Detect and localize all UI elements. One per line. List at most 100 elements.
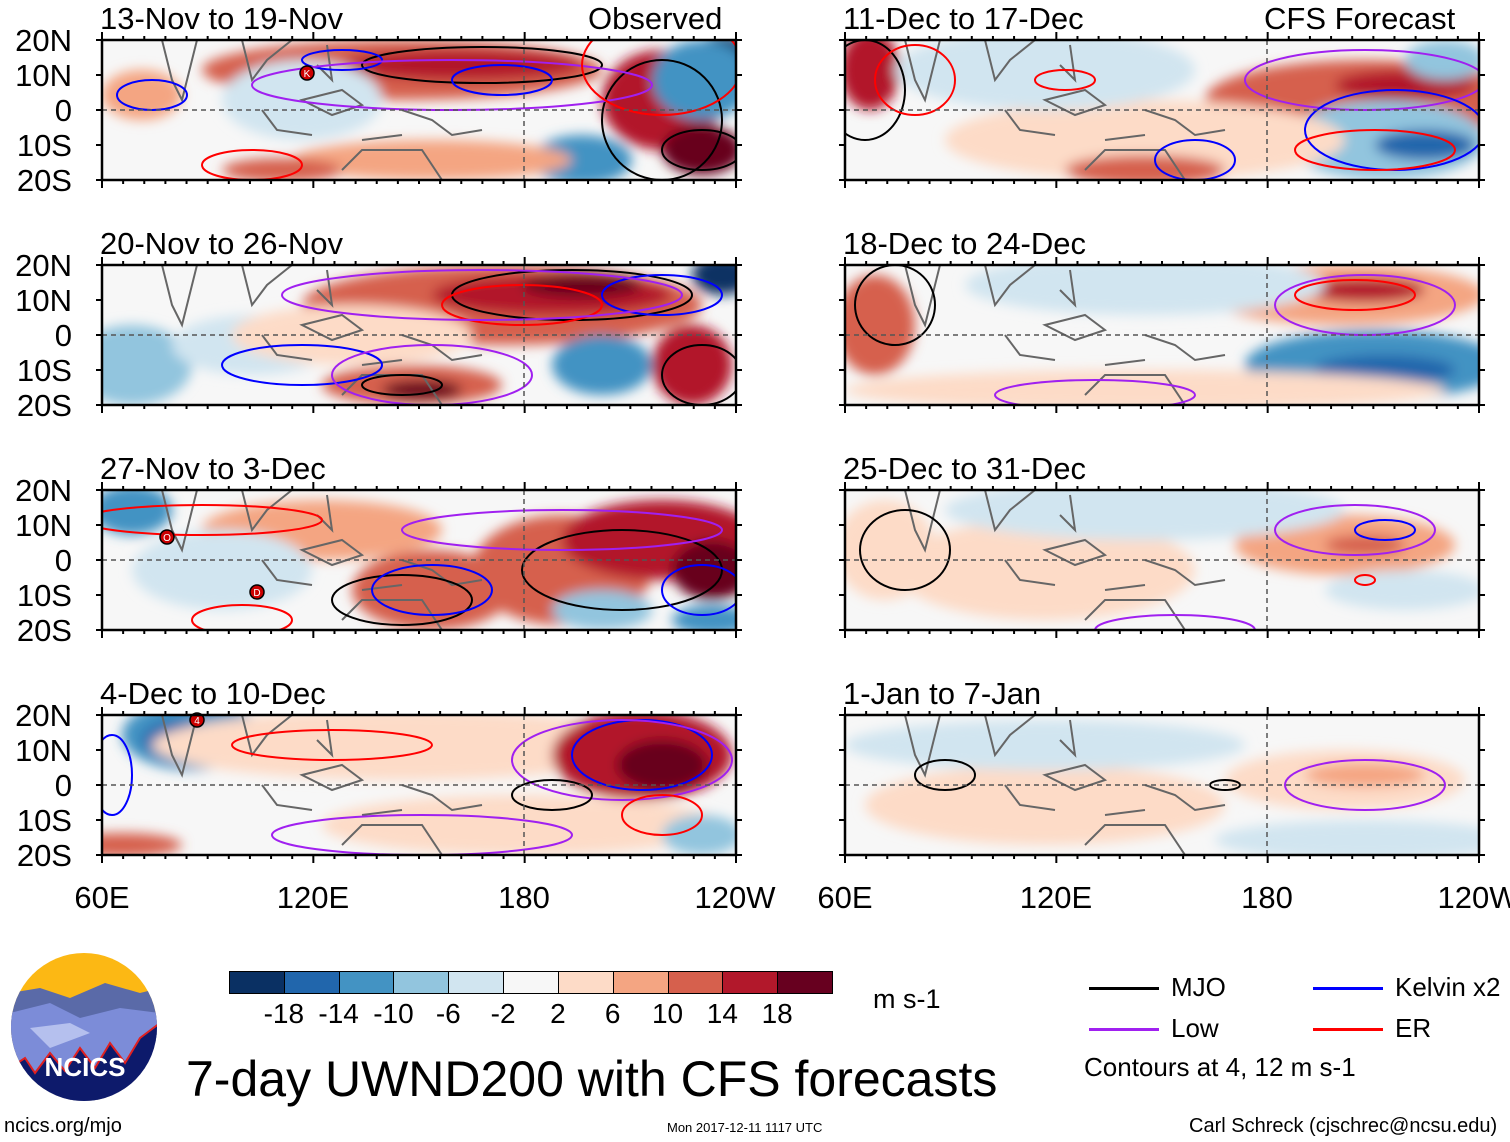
wind-anomaly-region — [1405, 40, 1479, 80]
lon-tick-label: 120E — [1019, 880, 1093, 915]
lat-tick-label: 20S — [16, 613, 72, 648]
colorbar-swatch — [777, 971, 833, 994]
lat-tick-label: 0 — [54, 93, 72, 128]
wind-anomaly-region — [945, 100, 1345, 180]
wind-anomaly-region — [522, 273, 642, 297]
lat-tick-label: 0 — [54, 768, 72, 803]
footer-timestamp: Mon 2017-12-11 1117 UTC — [667, 1120, 823, 1135]
colorbar-swatch — [667, 971, 724, 994]
wind-anomaly-region — [672, 605, 736, 630]
wind-anomaly-region — [102, 833, 182, 855]
colorbar-swatch — [283, 971, 340, 994]
colorbar-swatch — [448, 971, 505, 994]
map-panel — [839, 32, 1485, 188]
wind-anomaly-region — [102, 325, 192, 405]
legend-label: ER — [1395, 1013, 1432, 1043]
contour-line — [1274, 274, 1456, 336]
wind-anomaly-region — [895, 520, 1195, 620]
wind-anomaly-region — [662, 125, 736, 175]
contour-line — [511, 719, 733, 801]
storm-marker-icon — [249, 584, 265, 600]
colorbar-label: 18 — [761, 998, 793, 1029]
lon-tick-label: 120E — [276, 880, 350, 915]
panel-title: 11-Dec to 17-Dec — [843, 1, 1084, 36]
storm-marker-icon — [189, 712, 205, 728]
contour-line — [914, 759, 976, 791]
contour-line — [451, 64, 553, 96]
wind-anomaly-region — [322, 795, 722, 855]
legend-label: Low — [1171, 1013, 1219, 1043]
legend-line-mjo — [1089, 987, 1159, 990]
coastline — [161, 715, 483, 855]
wind-anomaly-region — [102, 490, 172, 535]
contour-line — [1274, 504, 1436, 556]
colorbar-swatch — [722, 971, 779, 994]
colorbar-swatch — [338, 971, 395, 994]
contour-line — [621, 794, 703, 836]
contour-line — [281, 269, 683, 321]
observed-label: Observed — [588, 1, 723, 36]
contour-line — [1284, 759, 1446, 811]
lon-tick-label: 180 — [1241, 880, 1293, 915]
colorbar-swatch — [393, 971, 450, 994]
wind-anomaly-region — [232, 305, 472, 365]
wind-anomaly-region — [222, 158, 342, 180]
storm-marker-label: D — [253, 588, 260, 599]
contour-line — [401, 509, 723, 551]
coastline — [904, 40, 1226, 180]
lon-tick-label: 120W — [1437, 880, 1510, 915]
contour-line — [331, 574, 473, 626]
lat-tick-label: 20N — [15, 473, 72, 508]
colorbar-label: -2 — [490, 998, 516, 1029]
wind-anomaly-region — [1215, 820, 1479, 855]
wind-anomaly-region — [845, 275, 915, 375]
colorbar-label: 2 — [550, 998, 566, 1029]
contour-line — [661, 564, 736, 616]
panel-title: 25-Dec to 31-Dec — [843, 451, 1086, 486]
wind-anomaly-region — [552, 335, 652, 395]
wind-anomaly-region — [617, 740, 707, 790]
lat-tick-label: 0 — [54, 318, 72, 353]
svg-text:NCICS: NCICS — [45, 1052, 126, 1082]
wind-anomaly-region — [1305, 763, 1425, 787]
contour-line — [511, 779, 593, 811]
lat-tick-label: 10N — [15, 58, 72, 93]
footer-url[interactable]: ncics.org/mjo — [4, 1115, 122, 1137]
legend-line-er — [1313, 1028, 1383, 1031]
lat-tick-label: 10N — [15, 733, 72, 768]
contour-line — [441, 284, 603, 326]
wind-anomaly-region — [692, 265, 736, 295]
contour-line — [601, 59, 723, 180]
contour-line — [191, 604, 293, 630]
forecast-label: CFS Forecast — [1264, 1, 1456, 36]
lat-tick-label: 0 — [54, 543, 72, 578]
wind-anomaly-region — [672, 540, 736, 600]
coastline — [904, 265, 1226, 405]
contour-line — [102, 734, 133, 816]
lat-tick-label: 10S — [16, 353, 72, 388]
figure-title: 7-day UWND200 with CFS forecasts — [186, 1051, 998, 1107]
colorbar-label: 10 — [651, 998, 684, 1029]
legend-label: MJO — [1171, 972, 1226, 1002]
contour-line — [1094, 614, 1256, 630]
contour-line — [361, 46, 603, 84]
lat-tick-label: 20S — [16, 388, 72, 423]
colorbar-units: m s-1 — [873, 984, 941, 1014]
wind-anomaly-region — [1375, 130, 1475, 160]
panel-title: 18-Dec to 24-Dec — [843, 226, 1086, 261]
wind-anomaly-region — [132, 530, 312, 610]
colorbar-label: -14 — [318, 998, 359, 1029]
panel-title: 4-Dec to 10-Dec — [100, 676, 326, 711]
colorbar-swatch — [557, 971, 614, 994]
contour-line — [201, 149, 303, 180]
storm-marker-icon — [159, 529, 175, 545]
panel-title: 20-Nov to 26-Nov — [100, 226, 343, 261]
panel-title: 27-Nov to 3-Dec — [100, 451, 326, 486]
panel-title: 13-Nov to 19-Nov — [100, 1, 343, 36]
wind-anomaly-region — [152, 715, 652, 780]
contour-line — [845, 40, 906, 141]
colorbar-swatch — [229, 971, 285, 994]
footer-author: Carl Schreck (cjschrec@ncsu.edu) — [1189, 1115, 1498, 1137]
wind-anomaly-region — [102, 70, 182, 120]
contour-line — [1294, 129, 1456, 171]
